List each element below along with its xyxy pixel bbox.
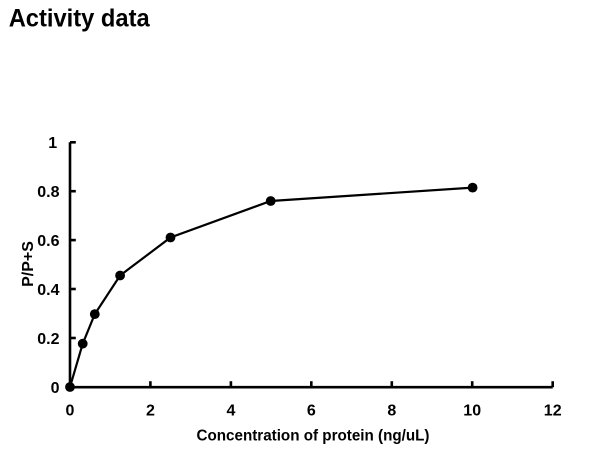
svg-text:12: 12 [544,402,562,419]
svg-text:0.8: 0.8 [37,184,59,201]
svg-text:P/P+S: P/P+S [20,241,37,287]
svg-text:0.6: 0.6 [37,233,59,250]
svg-text:0: 0 [66,402,75,419]
svg-text:0.4: 0.4 [37,282,59,299]
svg-text:2: 2 [146,402,155,419]
svg-text:8: 8 [387,402,396,419]
svg-text:0.2: 0.2 [37,331,59,348]
svg-text:1: 1 [48,135,57,152]
svg-text:10: 10 [463,402,481,419]
svg-text:4: 4 [226,402,235,419]
svg-text:6: 6 [307,402,316,419]
svg-text:Activity data: Activity data [9,5,151,33]
svg-text:Concentration of protein (ng/u: Concentration of protein (ng/uL) [197,428,430,445]
svg-text:0: 0 [51,380,60,397]
